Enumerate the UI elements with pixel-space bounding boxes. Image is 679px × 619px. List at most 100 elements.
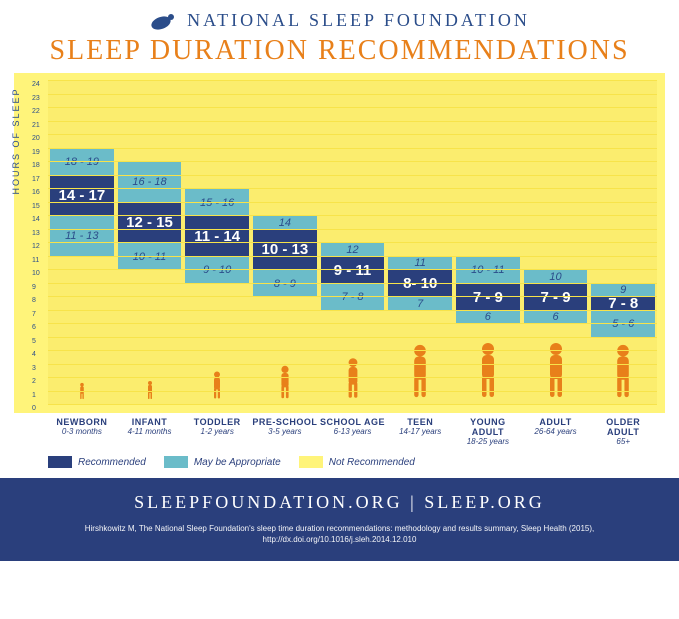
category-name: INFANT xyxy=(116,417,184,427)
silhouette-icon xyxy=(145,380,155,405)
category-age: 4-11 months xyxy=(116,427,184,436)
column: 97 - 85 - 6 xyxy=(589,81,657,405)
column: 1410 - 138 - 9 xyxy=(251,81,319,405)
page: National Sleep Foundation SLEEP DURATION… xyxy=(0,0,679,478)
gridline xyxy=(48,283,657,284)
swatch-not-recommended xyxy=(299,456,323,468)
gridline xyxy=(48,215,657,216)
gridline xyxy=(48,175,657,176)
gridline xyxy=(48,107,657,108)
header: National Sleep Foundation SLEEP DURATION… xyxy=(14,10,665,67)
band-recommended: 7 - 9 xyxy=(524,284,588,311)
gridline xyxy=(48,404,657,405)
category-age: 1-2 years xyxy=(183,427,251,436)
gridline xyxy=(48,134,657,135)
category-age: 3-5 years xyxy=(251,427,319,436)
band-recommended: 7 - 8 xyxy=(591,297,655,311)
category-label: ADULT26-64 years xyxy=(522,417,590,446)
category-name: NEWBORN xyxy=(48,417,116,427)
gridline xyxy=(48,310,657,311)
footer: SLEEPFOUNDATION.ORG | SLEEP.ORG Hirshkow… xyxy=(0,478,679,561)
band-upper: 12 xyxy=(321,243,385,257)
gridline xyxy=(48,296,657,297)
category-age: 65+ xyxy=(589,437,657,446)
columns: 18 - 1914 - 1711 - 1316 - 1812 - 1510 - … xyxy=(48,81,657,405)
footer-links: SLEEPFOUNDATION.ORG | SLEEP.ORG xyxy=(20,492,659,513)
footer-citation-1: Hirshkowitz M, The National Sleep Founda… xyxy=(20,523,659,534)
category-age: 18-25 years xyxy=(454,437,522,446)
gridline xyxy=(48,161,657,162)
category-label: INFANT4-11 months xyxy=(116,417,184,446)
gridline xyxy=(48,148,657,149)
category-name: TEEN xyxy=(386,417,454,427)
gridline xyxy=(48,80,657,81)
silhouette-icon xyxy=(609,342,638,405)
category-name: OLDER ADULT xyxy=(589,417,657,437)
gridline xyxy=(48,94,657,95)
band-lower: 7 - 8 xyxy=(321,284,385,311)
brand-row: National Sleep Foundation xyxy=(14,10,665,31)
gridline xyxy=(48,364,657,365)
gridline xyxy=(48,377,657,378)
category-name: ADULT xyxy=(522,417,590,427)
band-lower: 6 xyxy=(524,311,588,325)
category-age: 26-64 years xyxy=(522,427,590,436)
column: 15 - 1611 - 149 - 10 xyxy=(183,81,251,405)
category-name: PRE-SCHOOL xyxy=(251,417,319,427)
gridline xyxy=(48,337,657,338)
gridline xyxy=(48,323,657,324)
category-label: PRE-SCHOOL3-5 years xyxy=(251,417,319,446)
band-recommended: 7 - 9 xyxy=(456,284,520,311)
band-recommended: 9 - 11 xyxy=(321,257,385,284)
band-upper: 11 xyxy=(388,257,452,271)
silhouette-icon xyxy=(210,370,225,405)
silhouette-icon xyxy=(77,382,86,405)
band-recommended: 10 - 13 xyxy=(253,230,317,271)
legend-recommended-label: Recommended xyxy=(78,457,146,468)
band-lower: 8 - 9 xyxy=(253,270,317,297)
category-age: 6-13 years xyxy=(319,427,387,436)
swatch-recommended xyxy=(48,456,72,468)
band-lower: 9 - 10 xyxy=(185,257,249,284)
silhouette-icon xyxy=(276,364,294,405)
column: 107 - 96 xyxy=(522,81,590,405)
gridline xyxy=(48,269,657,270)
category-label: OLDER ADULT65+ xyxy=(589,417,657,446)
plot-area: 18 - 1914 - 1711 - 1316 - 1812 - 1510 - … xyxy=(48,81,657,405)
category-label: NEWBORN0-3 months xyxy=(48,417,116,446)
gridline xyxy=(48,229,657,230)
swatch-appropriate xyxy=(164,456,188,468)
column: 18 - 1914 - 1711 - 13 xyxy=(48,81,116,405)
chart: HOURS OF SLEEP 0123456789101112131415161… xyxy=(14,73,665,413)
band-upper: 18 - 19 xyxy=(50,149,114,176)
footer-citation-2: http://dx.doi.org/10.1016/j.sleh.2014.12… xyxy=(20,534,659,545)
gridline xyxy=(48,121,657,122)
category-label: SCHOOL AGE6-13 years xyxy=(319,417,387,446)
legend-not-recommended-label: Not Recommended xyxy=(329,457,415,468)
band-lower: 5 - 6 xyxy=(591,311,655,338)
column: 16 - 1812 - 1510 - 11 xyxy=(116,81,184,405)
band-recommended: 14 - 17 xyxy=(50,176,114,217)
category-name: YOUNG ADULT xyxy=(454,417,522,437)
category-age: 0-3 months xyxy=(48,427,116,436)
band-upper: 15 - 16 xyxy=(185,189,249,216)
category-label: YOUNG ADULT18-25 years xyxy=(454,417,522,446)
band-recommended: 8- 10 xyxy=(388,270,452,297)
gridline xyxy=(48,350,657,351)
brand-icon xyxy=(149,11,179,31)
band-recommended: 11 - 14 xyxy=(185,216,249,257)
band-lower: 11 - 13 xyxy=(50,216,114,257)
band-upper: 16 - 18 xyxy=(118,162,182,203)
yaxis-ticks: 0123456789101112131415161718192021222324 xyxy=(32,81,40,405)
column: 118- 107 xyxy=(386,81,454,405)
category-age: 14-17 years xyxy=(386,427,454,436)
brand-text: National Sleep Foundation xyxy=(187,10,530,31)
legend-not-recommended: Not Recommended xyxy=(299,456,415,468)
gridline xyxy=(48,202,657,203)
gridline xyxy=(48,391,657,392)
yaxis-label: HOURS OF SLEEP xyxy=(11,87,21,194)
silhouette-icon xyxy=(406,342,435,405)
band-lower: 6 xyxy=(456,311,520,325)
category-labels: NEWBORN0-3 monthsINFANT4-11 monthsTODDLE… xyxy=(14,413,665,452)
category-label: TEEN14-17 years xyxy=(386,417,454,446)
